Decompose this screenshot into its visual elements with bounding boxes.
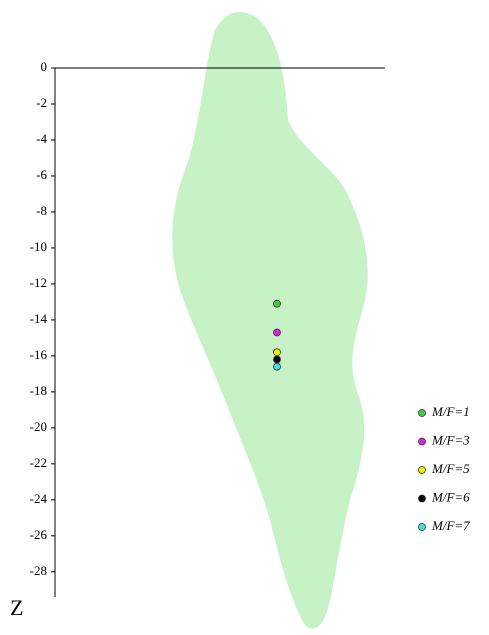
y-tick-label: -22 (30, 455, 47, 470)
y-tick-label: -16 (30, 347, 48, 362)
y-tick-label: -2 (36, 95, 47, 110)
y-tick-label: -12 (30, 275, 47, 290)
data-point (273, 362, 281, 371)
data-point (273, 348, 281, 357)
y-axis-label: Z (10, 595, 23, 620)
legend-marker (418, 409, 426, 417)
legend-text: M/F=6 (431, 489, 470, 504)
y-tick-label: -4 (36, 131, 47, 146)
data-point (273, 355, 281, 364)
data-point (273, 299, 281, 308)
legend-text: M/F=7 (431, 518, 470, 533)
y-tick-label: -6 (36, 167, 47, 182)
legend-marker (418, 466, 426, 474)
y-tick-label: -14 (30, 311, 48, 326)
y-tick-label: 0 (41, 59, 48, 74)
legend-marker (418, 494, 426, 503)
legend-text: M/F=3 (431, 432, 470, 447)
legend-marker (418, 437, 426, 446)
y-tick-label: -20 (30, 419, 47, 434)
body-shape (172, 12, 368, 629)
data-point (273, 328, 281, 337)
legend-text: M/F=1 (431, 404, 470, 419)
y-tick-label: -26 (30, 527, 48, 542)
y-tick-label: -24 (30, 491, 48, 506)
y-tick-label: -10 (30, 239, 47, 254)
y-tick-label: -8 (36, 203, 47, 218)
y-tick-label: -18 (30, 383, 47, 398)
legend-marker (418, 523, 426, 531)
legend-text: M/F=5 (431, 461, 470, 476)
y-tick-label: -28 (30, 563, 47, 578)
